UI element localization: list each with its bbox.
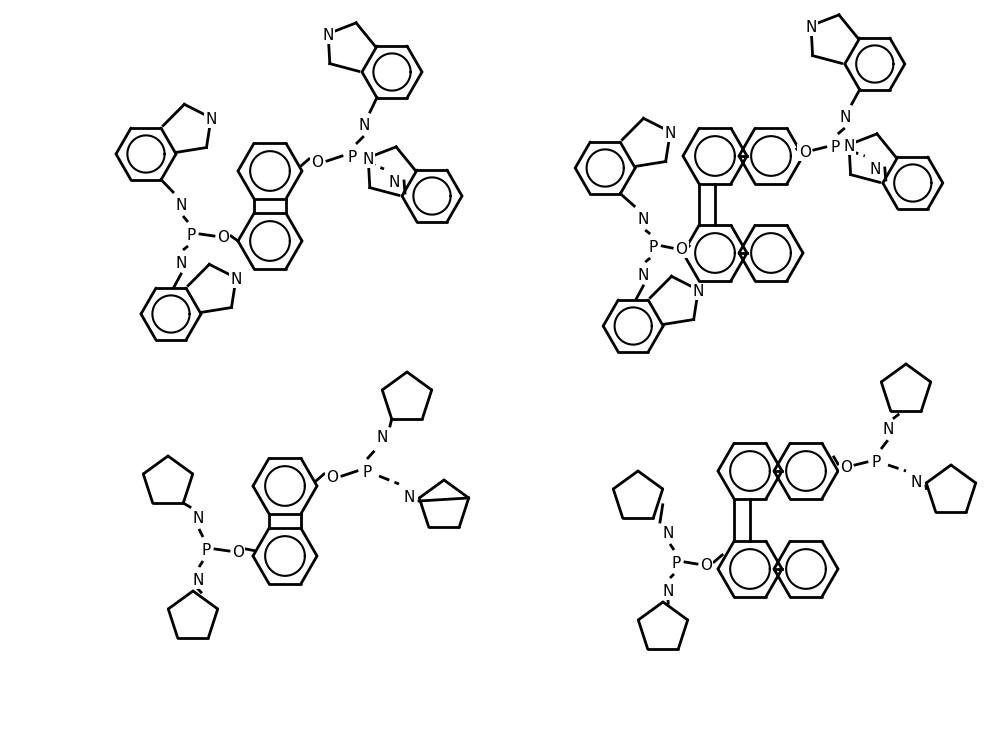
Text: N: N	[662, 584, 674, 599]
Text: N: N	[882, 422, 894, 437]
Text: N: N	[175, 198, 187, 213]
Text: N: N	[403, 490, 415, 505]
Text: O: O	[326, 470, 338, 485]
Text: N: N	[805, 20, 817, 35]
Text: P: P	[649, 240, 658, 255]
Text: N: N	[910, 475, 922, 490]
Text: N: N	[839, 110, 850, 125]
Text: N: N	[662, 526, 674, 541]
Text: O: O	[799, 145, 811, 160]
Text: O: O	[840, 460, 852, 475]
Text: N: N	[230, 272, 242, 287]
Text: O: O	[675, 242, 687, 257]
Text: P: P	[671, 556, 681, 571]
Text: N: N	[358, 118, 370, 133]
Text: N: N	[175, 256, 187, 271]
Text: N: N	[205, 112, 217, 127]
Text: O: O	[217, 230, 229, 245]
Text: N: N	[192, 511, 204, 526]
Text: N: N	[869, 162, 880, 177]
Text: N: N	[665, 126, 676, 141]
Text: N: N	[376, 430, 388, 445]
Text: P: P	[871, 455, 881, 470]
Text: N: N	[362, 152, 374, 167]
Text: N: N	[638, 212, 649, 227]
Text: P: P	[201, 543, 211, 558]
Text: P: P	[830, 140, 839, 155]
Text: P: P	[186, 228, 196, 243]
Text: N: N	[693, 284, 704, 299]
Text: N: N	[322, 27, 334, 43]
Text: O: O	[700, 558, 712, 573]
Text: N: N	[192, 573, 204, 588]
Text: N: N	[388, 175, 400, 190]
Text: O: O	[232, 545, 244, 560]
Text: N: N	[843, 139, 855, 153]
Text: N: N	[638, 268, 649, 283]
Text: O: O	[311, 155, 323, 170]
Text: P: P	[362, 465, 372, 480]
Text: P: P	[347, 150, 357, 165]
